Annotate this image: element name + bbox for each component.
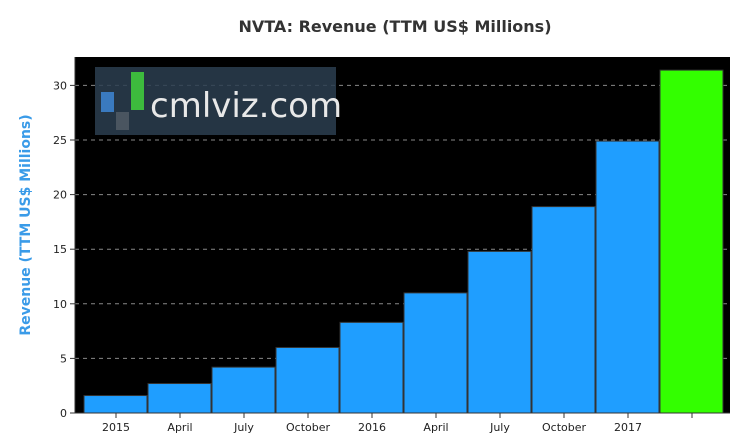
- y-tick-label: 15: [53, 243, 67, 256]
- bar: [339, 321, 404, 414]
- y-axis-label: Revenue (TTM US$ Millions): [18, 114, 34, 335]
- x-tick-label: 2017: [614, 421, 642, 434]
- x-tick-label: April: [167, 421, 192, 434]
- y-tick-label: 0: [60, 407, 67, 420]
- y-tick-label: 20: [53, 189, 67, 202]
- bar: [531, 206, 596, 414]
- x-tick-label: October: [286, 421, 330, 434]
- y-tick-label: 25: [53, 134, 67, 147]
- y-tick-label: 30: [53, 79, 67, 92]
- bar: [403, 292, 468, 414]
- logo-bar-gray-icon: [116, 112, 129, 130]
- y-tick-label: 5: [60, 352, 67, 365]
- x-tick-label: October: [542, 421, 586, 434]
- bar: [211, 366, 276, 414]
- logo-bar-green-icon: [131, 72, 144, 110]
- x-tick-label: April: [423, 421, 448, 434]
- bar: [83, 395, 148, 414]
- x-tick-label: July: [233, 421, 254, 434]
- y-tick-label: 10: [53, 298, 67, 311]
- logo-bar-blue-icon: [101, 92, 114, 112]
- bar: [659, 69, 724, 414]
- bar: [467, 250, 532, 414]
- chart-title: NVTA: Revenue (TTM US$ Millions): [238, 17, 551, 36]
- x-tick-label: 2016: [358, 421, 386, 434]
- x-tick-label: 2015: [102, 421, 130, 434]
- watermark-text: cmlviz.com: [150, 86, 342, 126]
- plot-area: 0 5 10 15 20 25 30 2015 April July October 2016 Apri…: [53, 57, 730, 434]
- x-tick-label: July: [489, 421, 510, 434]
- bar: [147, 383, 212, 414]
- bar: [595, 140, 660, 414]
- watermark-logo: cmlviz.com: [95, 67, 342, 135]
- bar: [275, 346, 340, 414]
